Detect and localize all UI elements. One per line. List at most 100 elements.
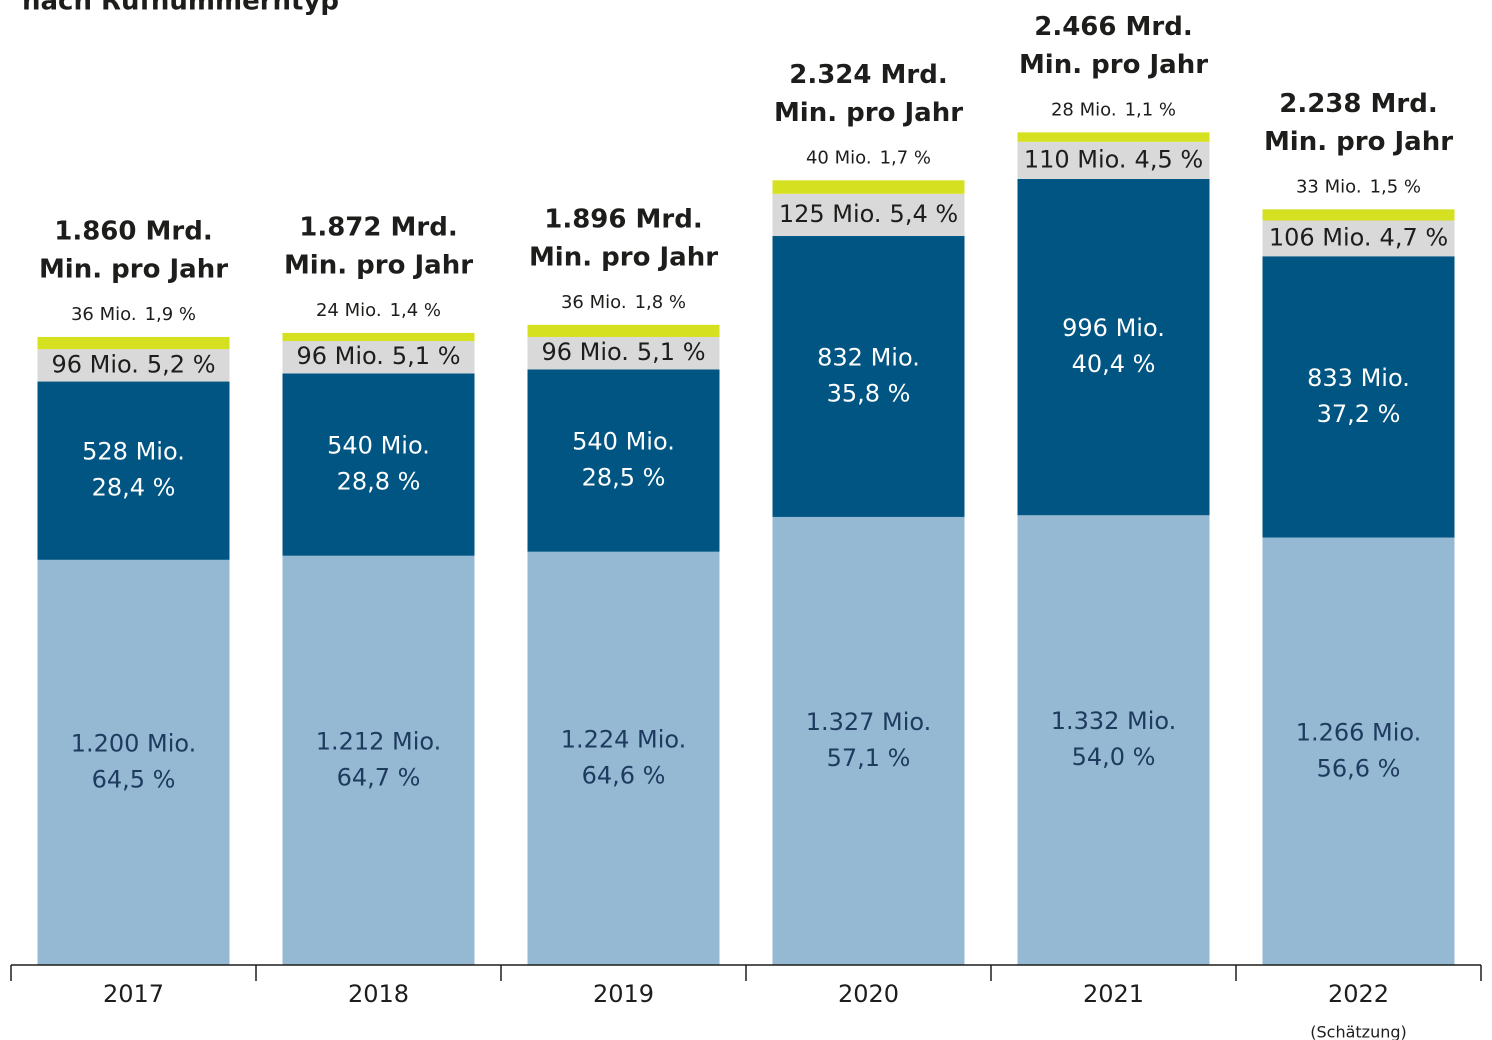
bar-segment bbox=[527, 324, 720, 337]
value-label: 33 Mio. bbox=[1296, 176, 1362, 197]
value-label: 96 Mio. bbox=[296, 342, 383, 370]
share-label: 56,6 % bbox=[1317, 754, 1401, 782]
share-label: 64,7 % bbox=[337, 763, 421, 791]
value-label: 1.327 Mio. bbox=[806, 708, 932, 736]
total-unit: Min. pro Jahr bbox=[39, 254, 228, 284]
x-tick-label: 2022 bbox=[1328, 980, 1389, 1008]
total-label: 1.860 Mrd. bbox=[54, 216, 212, 246]
share-label: 1,8 % bbox=[635, 292, 686, 313]
segment-label: 106 Mio. 4,7 % bbox=[1269, 223, 1448, 251]
share-label: 57,1 % bbox=[827, 744, 911, 772]
segment-label: 125 Mio. 5,4 % bbox=[779, 200, 958, 228]
bar-segment bbox=[1262, 209, 1455, 221]
bar-segment bbox=[1017, 132, 1210, 142]
share-label: 64,6 % bbox=[582, 761, 666, 789]
share-label: 64,5 % bbox=[92, 765, 176, 793]
bar-segment bbox=[37, 349, 230, 382]
value-label: 1.212 Mio. bbox=[316, 727, 442, 755]
segment-label: 96 Mio. 5,1 % bbox=[296, 342, 460, 370]
total-unit: Min. pro Jahr bbox=[1019, 50, 1208, 80]
value-label: 24 Mio. bbox=[316, 300, 382, 321]
segment-label: 33 Mio. 1,5 % bbox=[1296, 176, 1421, 197]
value-label: 832 Mio. bbox=[817, 343, 920, 371]
value-label: 833 Mio. bbox=[1307, 364, 1410, 392]
total-label: 1.896 Mrd. bbox=[544, 204, 702, 234]
share-label: 4,5 % bbox=[1135, 145, 1204, 173]
segment-label: 110 Mio. 4,5 % bbox=[1024, 145, 1203, 173]
segment-label: 36 Mio. 1,8 % bbox=[561, 292, 686, 313]
value-label: 36 Mio. bbox=[561, 292, 627, 313]
value-label: 1.266 Mio. bbox=[1296, 718, 1422, 746]
bar-segment bbox=[772, 236, 965, 517]
bar-segment bbox=[772, 193, 965, 237]
share-label: 28,5 % bbox=[582, 464, 666, 492]
bar-segment bbox=[1262, 256, 1455, 538]
total-unit: Min. pro Jahr bbox=[284, 250, 473, 280]
value-label: 540 Mio. bbox=[327, 432, 430, 460]
segment-label: 36 Mio. 1,9 % bbox=[71, 304, 196, 325]
share-label: 5,1 % bbox=[637, 338, 706, 366]
share-label: 37,2 % bbox=[1317, 400, 1401, 428]
share-label: 35,8 % bbox=[827, 379, 911, 407]
value-label: 106 Mio. bbox=[1269, 223, 1372, 251]
bar-segment bbox=[37, 559, 230, 965]
share-label: 4,7 % bbox=[1380, 223, 1449, 251]
value-label: 528 Mio. bbox=[82, 438, 185, 466]
value-label: 36 Mio. bbox=[71, 304, 137, 325]
bar-segment bbox=[1017, 515, 1210, 965]
bar-segment bbox=[1262, 220, 1455, 257]
annotation: (Schätzung) bbox=[1310, 1023, 1407, 1040]
segment-label: 40 Mio. 1,7 % bbox=[806, 147, 931, 168]
value-label: 96 Mio. bbox=[541, 338, 628, 366]
total-unit: Min. pro Jahr bbox=[1264, 127, 1453, 157]
share-label: 28,4 % bbox=[92, 474, 176, 502]
bar-segment bbox=[1017, 141, 1210, 179]
bar-segment bbox=[1262, 537, 1455, 965]
x-tick-label: 2020 bbox=[838, 980, 899, 1008]
x-tick-label: 2017 bbox=[103, 980, 164, 1008]
share-label: 1,9 % bbox=[145, 304, 196, 325]
value-label: 96 Mio. bbox=[51, 350, 138, 378]
value-label: 110 Mio. bbox=[1024, 145, 1127, 173]
bar-segment bbox=[37, 381, 230, 560]
value-label: 1.332 Mio. bbox=[1051, 707, 1177, 735]
bar-segment bbox=[1017, 178, 1210, 516]
bar-segment bbox=[527, 551, 720, 965]
total-label: 2.466 Mrd. bbox=[1034, 12, 1192, 42]
bar-segment bbox=[282, 332, 475, 342]
bar-segment bbox=[772, 180, 965, 194]
bar-segment bbox=[282, 373, 475, 556]
share-label: 28,8 % bbox=[337, 468, 421, 496]
x-tick-label: 2019 bbox=[593, 980, 654, 1008]
share-label: 54,0 % bbox=[1072, 743, 1156, 771]
share-label: 1,1 % bbox=[1125, 99, 1176, 120]
bar-segment bbox=[527, 336, 720, 370]
segment-label: 96 Mio. 5,1 % bbox=[541, 338, 705, 366]
value-label: 1.224 Mio. bbox=[561, 725, 687, 753]
share-label: 1,5 % bbox=[1370, 176, 1421, 197]
value-label: 540 Mio. bbox=[572, 428, 675, 456]
total-label: 1.872 Mrd. bbox=[299, 212, 457, 242]
value-label: 996 Mio. bbox=[1062, 314, 1165, 342]
segment-label: 24 Mio. 1,4 % bbox=[316, 300, 441, 321]
x-tick-label: 2021 bbox=[1083, 980, 1144, 1008]
bar-segment bbox=[282, 555, 475, 965]
share-label: 40,4 % bbox=[1072, 350, 1156, 378]
share-label: 5,2 % bbox=[147, 350, 216, 378]
bar-segment bbox=[282, 341, 475, 374]
value-label: 125 Mio. bbox=[779, 200, 882, 228]
share-label: 5,4 % bbox=[890, 200, 959, 228]
segment-label: 28 Mio. 1,1 % bbox=[1051, 99, 1176, 120]
bar-segment bbox=[37, 336, 230, 350]
chart-title: nach Rufnummerntyp bbox=[22, 0, 339, 17]
bar-segment bbox=[527, 369, 720, 552]
value-label: 40 Mio. bbox=[806, 147, 872, 168]
total-label: 2.324 Mrd. bbox=[789, 60, 947, 90]
bar-segment bbox=[772, 516, 965, 965]
x-tick-label: 2018 bbox=[348, 980, 409, 1008]
segment-label: 96 Mio. 5,2 % bbox=[51, 350, 215, 378]
total-unit: Min. pro Jahr bbox=[774, 98, 963, 128]
share-label: 1,4 % bbox=[390, 300, 441, 321]
share-label: 1,7 % bbox=[880, 147, 931, 168]
